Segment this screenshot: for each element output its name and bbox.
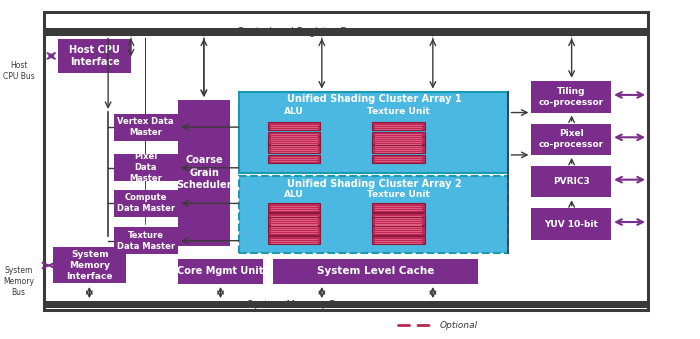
FancyBboxPatch shape (267, 141, 321, 149)
Text: Pixel
Data
Master: Pixel Data Master (129, 152, 162, 183)
Text: Vertex Data
Master: Vertex Data Master (118, 117, 174, 137)
FancyBboxPatch shape (267, 217, 321, 225)
FancyBboxPatch shape (372, 203, 424, 212)
Text: Coarse
Grain
Scheduler: Coarse Grain Scheduler (176, 156, 232, 190)
Text: ALU: ALU (284, 191, 304, 199)
FancyBboxPatch shape (239, 176, 508, 253)
Text: Texture
Data Master: Texture Data Master (116, 231, 174, 251)
FancyBboxPatch shape (267, 122, 321, 130)
FancyBboxPatch shape (267, 136, 321, 144)
Text: System
Memory
Bus: System Memory Bus (3, 266, 34, 297)
FancyBboxPatch shape (113, 154, 178, 181)
FancyBboxPatch shape (372, 145, 424, 153)
Text: Unified Shading Cluster Array 1: Unified Shading Cluster Array 1 (286, 94, 461, 104)
Text: Host
CPU Bus: Host CPU Bus (3, 61, 34, 81)
Text: Core Mgmt Unit: Core Mgmt Unit (177, 266, 264, 276)
FancyBboxPatch shape (267, 203, 321, 212)
FancyBboxPatch shape (58, 39, 131, 73)
Text: Control and Register Bus: Control and Register Bus (237, 27, 358, 37)
FancyBboxPatch shape (531, 166, 611, 197)
FancyBboxPatch shape (531, 124, 611, 155)
FancyBboxPatch shape (178, 259, 262, 284)
FancyBboxPatch shape (178, 100, 230, 246)
FancyBboxPatch shape (267, 236, 321, 244)
FancyBboxPatch shape (372, 132, 424, 140)
FancyBboxPatch shape (113, 227, 178, 254)
FancyBboxPatch shape (267, 226, 321, 235)
Text: Pixel
co-processor: Pixel co-processor (539, 129, 604, 149)
Text: System Level Cache: System Level Cache (317, 266, 434, 276)
FancyBboxPatch shape (267, 155, 321, 163)
FancyBboxPatch shape (44, 28, 648, 36)
FancyBboxPatch shape (267, 222, 321, 231)
Text: Host CPU
Interface: Host CPU Interface (69, 45, 120, 67)
FancyBboxPatch shape (53, 247, 126, 283)
FancyBboxPatch shape (372, 213, 424, 221)
FancyBboxPatch shape (372, 217, 424, 225)
Text: PVRIC3: PVRIC3 (553, 177, 589, 186)
FancyBboxPatch shape (44, 301, 648, 308)
FancyBboxPatch shape (267, 145, 321, 153)
Text: Texture Unit: Texture Unit (367, 191, 430, 199)
FancyBboxPatch shape (267, 213, 321, 221)
FancyBboxPatch shape (531, 208, 611, 240)
FancyBboxPatch shape (372, 122, 424, 130)
FancyBboxPatch shape (372, 222, 424, 231)
Text: YUV 10-bit: YUV 10-bit (545, 220, 598, 228)
FancyBboxPatch shape (273, 259, 478, 284)
FancyBboxPatch shape (113, 190, 178, 217)
FancyBboxPatch shape (372, 236, 424, 244)
Text: System
Memory
Interface: System Memory Interface (66, 250, 113, 281)
FancyBboxPatch shape (239, 92, 508, 173)
Text: ALU: ALU (284, 107, 304, 116)
Text: Texture Unit: Texture Unit (367, 107, 430, 116)
Text: System Memory Bus: System Memory Bus (247, 300, 348, 310)
Text: Tiling
co-processor: Tiling co-processor (539, 87, 604, 107)
FancyBboxPatch shape (267, 132, 321, 140)
Text: Unified Shading Cluster Array 2: Unified Shading Cluster Array 2 (286, 179, 461, 189)
FancyBboxPatch shape (372, 136, 424, 144)
FancyBboxPatch shape (372, 141, 424, 149)
FancyBboxPatch shape (372, 226, 424, 235)
Text: Optional: Optional (440, 321, 478, 330)
Text: Compute
Data Master: Compute Data Master (116, 193, 174, 214)
FancyBboxPatch shape (372, 155, 424, 163)
FancyBboxPatch shape (113, 114, 178, 141)
FancyBboxPatch shape (531, 81, 611, 113)
